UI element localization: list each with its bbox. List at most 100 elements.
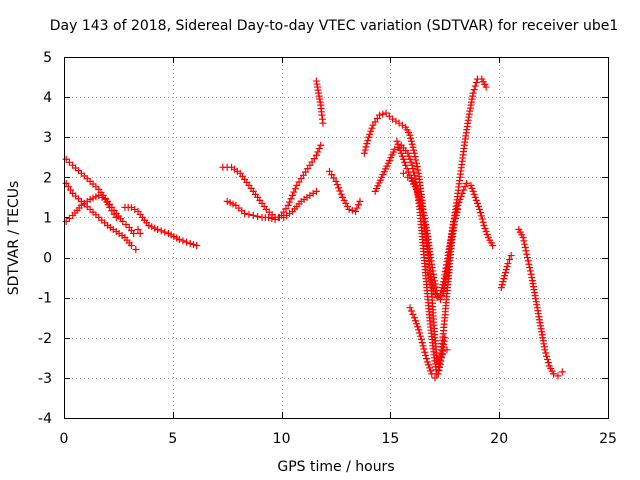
data-point-marker [406, 155, 414, 163]
data-point-marker [451, 217, 459, 225]
data-point-marker [542, 349, 550, 357]
y-tick-label: -1 [38, 291, 52, 307]
data-point-marker [385, 112, 393, 120]
data-point-marker [132, 246, 140, 254]
data-point-marker [401, 158, 409, 166]
data-points [62, 75, 566, 382]
data-point-marker [414, 323, 422, 331]
data-point-marker [468, 184, 476, 192]
data-point-marker [183, 238, 191, 246]
data-point-marker [314, 148, 322, 156]
data-point-marker [337, 190, 345, 198]
data-point-marker [469, 89, 477, 97]
data-point-marker [398, 152, 406, 160]
data-point-marker [506, 256, 514, 264]
data-point-marker [472, 196, 480, 204]
data-point-marker [418, 339, 426, 347]
chart-title: Day 143 of 2018, Sidereal Day-to-day VTE… [50, 18, 619, 34]
plot-frame [64, 57, 609, 419]
y-axis-label: SDTVAR / TECUs [6, 181, 22, 296]
data-point-marker [122, 220, 130, 228]
data-point-marker [345, 205, 353, 213]
data-point-marker [416, 332, 424, 340]
data-point-marker [521, 240, 529, 248]
data-point-marker [471, 82, 479, 90]
data-point-marker [478, 215, 486, 223]
data-point-marker [157, 227, 165, 235]
data-point-marker [136, 229, 144, 237]
y-tick-label: 1 [43, 210, 52, 226]
data-point-marker [411, 317, 419, 325]
data-point-marker [245, 210, 253, 218]
data-point-marker [193, 242, 201, 250]
x-axis-label: GPS time / hours [277, 459, 394, 475]
data-point-marker [404, 149, 412, 157]
series-arc-2 [62, 179, 140, 254]
data-point-marker [507, 252, 515, 260]
data-point-marker [482, 83, 490, 91]
data-point-marker [382, 109, 390, 117]
data-point-marker [286, 198, 294, 206]
data-point-marker [499, 278, 507, 286]
data-point-marker [410, 314, 418, 322]
data-point-marker [476, 205, 484, 213]
data-point-marker [413, 163, 421, 171]
data-point-marker [62, 217, 70, 225]
data-point-marker [364, 136, 372, 144]
y-tick-label: 0 [43, 251, 52, 267]
data-point-marker [526, 267, 534, 275]
data-point-marker [379, 110, 387, 118]
x-tick-label: 5 [168, 431, 177, 447]
data-point-marker [254, 212, 262, 220]
data-point-marker [544, 359, 552, 367]
data-point-marker [397, 149, 405, 157]
series-arc-7 [312, 77, 327, 127]
data-point-marker [127, 242, 135, 250]
data-point-marker [342, 199, 350, 207]
data-point-marker [399, 155, 407, 163]
data-point-marker [452, 211, 460, 219]
series-arc-6 [223, 141, 325, 223]
data-point-marker [470, 86, 478, 94]
data-point-marker [422, 351, 430, 359]
data-point-marker [420, 345, 428, 353]
data-point-marker [394, 140, 402, 148]
data-point-marker [541, 346, 549, 354]
data-point-marker [437, 287, 445, 295]
data-point-marker [352, 207, 360, 215]
data-point-marker [249, 211, 257, 219]
data-point-marker [291, 185, 299, 193]
data-point-marker [413, 189, 421, 197]
data-point-marker [241, 209, 249, 217]
data-point-marker [348, 206, 356, 214]
data-point-marker [502, 266, 510, 274]
data-point-marker [413, 159, 421, 167]
data-point-marker [112, 213, 120, 221]
data-point-marker [343, 202, 351, 210]
data-point-marker [411, 153, 419, 161]
data-point-marker [477, 212, 485, 220]
data-point-marker [367, 127, 375, 135]
data-point-marker [521, 244, 529, 252]
data-point-marker [189, 241, 197, 249]
data-point-marker [550, 370, 558, 378]
data-point-marker [161, 228, 169, 236]
y-tick-label: 4 [43, 90, 52, 106]
data-point-marker [524, 257, 532, 265]
data-point-marker [353, 204, 361, 212]
data-point-marker [65, 158, 73, 166]
data-point-marker [419, 342, 427, 350]
data-point-marker [410, 149, 418, 157]
data-point-marker [497, 284, 505, 292]
data-point-marker [354, 201, 362, 209]
data-point-marker [461, 183, 469, 191]
data-point-marker [414, 166, 422, 174]
y-tick-label: -3 [38, 371, 52, 387]
data-point-marker [409, 310, 417, 318]
data-point-marker [498, 281, 506, 289]
data-point-marker [479, 218, 487, 226]
data-point-marker [432, 291, 440, 299]
data-point-marker [523, 250, 531, 258]
data-point-marker [416, 198, 424, 206]
data-point-marker [405, 168, 413, 176]
